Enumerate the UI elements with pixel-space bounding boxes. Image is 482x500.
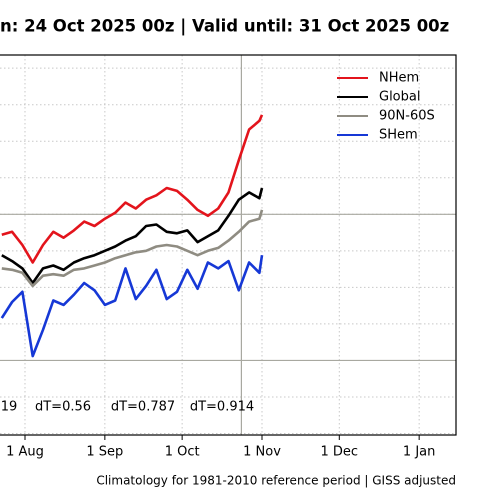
legend-label: SHem (379, 128, 418, 143)
plot-border (0, 54, 457, 436)
dt-annotation: dT=0.56 (35, 400, 91, 415)
legend-label: NHem (379, 71, 419, 86)
dt-annotation: dT=0.914 (190, 400, 254, 415)
plot-background (0, 55, 456, 435)
x-tick-label: 1 Nov (243, 445, 281, 460)
x-tick-label: 1 Dec (321, 445, 359, 460)
legend-label: 90N-60S (379, 109, 435, 124)
x-tick-label: 1 Sep (86, 445, 123, 460)
chart-title: n: 24 Oct 2025 00z | Valid until: 31 Oct… (0, 17, 449, 37)
dt-annotation: dT=0.787 (111, 400, 175, 415)
series-line (1, 187, 264, 285)
series-line (0, 255, 264, 358)
legend-label: Global (379, 90, 420, 105)
series-line (1, 209, 264, 288)
x-tick-label: 1 Oct (165, 445, 200, 460)
footnote: Climatology for 1981-2010 reference peri… (96, 474, 456, 488)
x-tick-label: 1 Jan (403, 445, 435, 460)
series-line (1, 114, 264, 264)
dt-annotation: 19 (1, 400, 18, 415)
x-tick-label: 1 Aug (6, 445, 44, 460)
